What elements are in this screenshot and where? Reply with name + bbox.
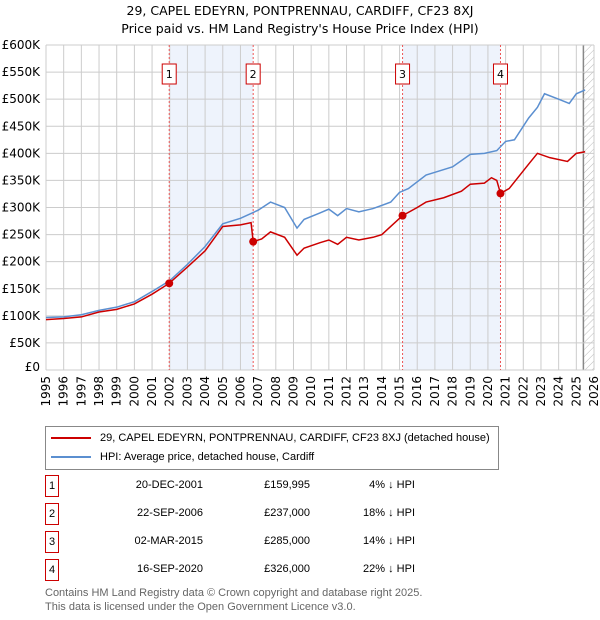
x-tick-label: 2003	[180, 376, 194, 407]
sale-row: 2 22-SEP-2006 £237,000 18% ↓ HPI	[45, 503, 445, 525]
series-line	[45, 89, 586, 319]
y-tick-label: £500K	[2, 92, 42, 106]
y-tick-label: £550K	[2, 65, 42, 79]
x-tick-label: 1995	[39, 376, 53, 407]
y-tick-label: £150K	[2, 282, 42, 296]
x-tick-label: 2008	[269, 376, 283, 407]
sale-price: £237,000	[264, 507, 310, 519]
sale-point	[249, 237, 258, 246]
sale-hpi-diff: 22% ↓ HPI	[363, 563, 415, 575]
y-tick-label: £50K	[9, 336, 41, 350]
x-tick-label: 2026	[587, 376, 600, 407]
footer-licence: This data is licensed under the Open Gov…	[45, 601, 356, 613]
sale-marker-box	[161, 63, 177, 85]
chart-subtitle: Price paid vs. HM Land Registry's House …	[121, 21, 479, 36]
sale-date: 02-MAR-2015	[134, 535, 203, 547]
sale-hpi-diff: 18% ↓ HPI	[363, 507, 415, 519]
sale-hpi-diff: 4% ↓ HPI	[369, 479, 415, 491]
x-tick-label: 2015	[393, 376, 407, 407]
sale-date: 16-SEP-2020	[136, 563, 203, 575]
series-line	[45, 150, 586, 321]
sale-marker-label: 4	[497, 68, 504, 81]
x-tick-label: 2020	[481, 376, 495, 407]
x-tick-label: 2013	[357, 376, 371, 407]
x-tick-label: 2019	[463, 376, 477, 407]
sale-point	[398, 211, 407, 220]
y-tick-label: £200K	[2, 255, 42, 269]
x-tick-label: 2001	[145, 376, 159, 407]
sale-marker-label: 2	[250, 68, 257, 81]
sale-point	[165, 279, 174, 288]
sale-row: 3 02-MAR-2015 £285,000 14% ↓ HPI	[45, 531, 445, 553]
x-tick-label: 1999	[110, 376, 124, 407]
sale-price: £159,995	[264, 479, 310, 491]
x-tick-label: 2007	[251, 376, 265, 407]
sale-marker-box	[245, 63, 261, 85]
x-tick-label: 2025	[569, 376, 583, 407]
legend-hpi: HPI: Average price, detached house, Card…	[100, 451, 315, 463]
x-tick-label: 2010	[304, 376, 318, 407]
sale-date: 22-SEP-2006	[136, 507, 203, 519]
footer-copyright: Contains HM Land Registry data © Crown c…	[45, 587, 423, 599]
y-tick-label: £450K	[2, 119, 42, 133]
x-tick-label: 2000	[127, 376, 141, 407]
sale-row: 1 20-DEC-2001 £159,995 4% ↓ HPI	[45, 475, 445, 497]
x-tick-label: 2012	[340, 376, 354, 407]
x-tick-label: 2011	[322, 376, 336, 407]
x-tick-label: 2024	[552, 376, 566, 407]
sale-marker-label: 3	[399, 68, 406, 81]
sale-marker-label: 1	[166, 68, 173, 81]
x-tick-label: 2021	[499, 376, 513, 407]
y-tick-label: £100K	[2, 309, 42, 323]
sale-number: 2	[45, 503, 59, 525]
x-tick-label: 1997	[74, 376, 88, 407]
y-tick-label: £600K	[2, 38, 42, 52]
legend-property: 29, CAPEL EDEYRN, PONTPRENNAU, CARDIFF, …	[100, 432, 490, 444]
sale-hpi-diff: 14% ↓ HPI	[363, 535, 415, 547]
sale-price: £326,000	[264, 563, 310, 575]
sale-date: 20-DEC-2001	[135, 479, 203, 491]
sale-number: 3	[45, 531, 59, 553]
x-tick-label: 2002	[163, 376, 177, 407]
legend-swatch-hpi	[51, 456, 91, 458]
x-tick-label: 2014	[375, 376, 389, 407]
sale-marker-box	[492, 63, 508, 85]
price-chart: 1995 1996 1997 1998 1999 2000 2001 2002 2003 2004…	[2, 38, 600, 407]
y-tick-label: £400K	[2, 146, 42, 160]
y-tick-label: £0	[25, 360, 40, 374]
legend-swatch-property	[51, 437, 91, 439]
x-tick-label: 2022	[516, 376, 530, 407]
y-tick-label: £300K	[2, 201, 42, 215]
x-tick-label: 1996	[57, 376, 71, 407]
sale-price: £285,000	[264, 535, 310, 547]
legend: 29, CAPEL EDEYRN, PONTPRENNAU, CARDIFF, …	[45, 426, 499, 470]
sale-number: 1	[45, 475, 59, 497]
y-tick-label: £350K	[2, 173, 42, 187]
chart-title: 29, CAPEL EDEYRN, PONTPRENNAU, CARDIFF, …	[126, 3, 474, 18]
x-tick-label: 2016	[410, 376, 424, 407]
x-tick-label: 2006	[233, 376, 247, 407]
x-tick-label: 2018	[446, 376, 460, 407]
x-tick-label: 1998	[92, 376, 106, 407]
x-tick-label: 2009	[286, 376, 300, 407]
x-tick-label: 2005	[216, 376, 230, 407]
x-tick-label: 2017	[428, 376, 442, 407]
sale-point	[496, 189, 505, 198]
x-tick-label: 2023	[534, 376, 548, 407]
sale-row: 4 16-SEP-2020 £326,000 22% ↓ HPI	[45, 559, 445, 581]
y-tick-label: £250K	[2, 228, 42, 242]
sale-number: 4	[45, 559, 59, 581]
x-tick-label: 2004	[198, 376, 212, 407]
sale-marker-box	[395, 63, 411, 85]
